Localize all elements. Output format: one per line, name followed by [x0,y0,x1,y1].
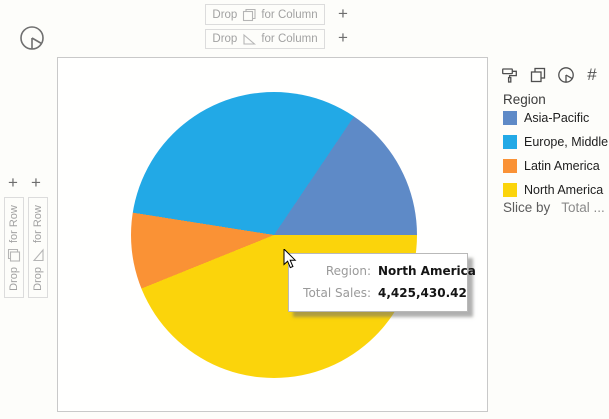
tooltip-value: North America [378,264,476,278]
tooltip-value: 4,425,430.42 [378,286,467,300]
tooltip-row: Region: North America [295,263,476,280]
tooltip-row: Total Sales: 4,425,430.42 [295,285,467,302]
chart-toolbar: # [501,66,599,84]
pie-chart-icon[interactable] [557,66,575,84]
legend-label: North America [524,183,604,197]
legend-item[interactable]: Latin America [503,159,609,173]
legend-label: Europe, Middle ... [524,135,609,149]
drop-zone-text: Drop [212,8,238,21]
format-painter-icon[interactable] [501,66,519,84]
legend-swatch [503,135,517,149]
number-sign-icon[interactable]: # [587,65,597,84]
drop-zone-column-dimension[interactable]: Drop for Column [205,4,325,25]
slice-by-selector[interactable]: Slice by Total ... [503,200,605,215]
legend-swatch [503,159,517,173]
pie-chart[interactable] [131,92,417,378]
legend-item[interactable]: North America [503,183,609,197]
drop-zone-row-dimension[interactable]: Drop for Row [4,197,24,298]
drop-zone-text: for Row [32,204,44,243]
triangle-icon [242,32,257,46]
triangle-icon [31,247,45,262]
tooltip-label: Total Sales: [303,286,371,300]
add-column-field-button[interactable]: + [338,4,348,23]
legend-title: Region [503,92,546,107]
legend-item[interactable]: Europe, Middle ... [503,135,609,149]
slice-by-label: Slice by [503,200,551,215]
legend-item[interactable]: Asia-Pacific [503,111,609,125]
drop-zone-column-measure[interactable]: Drop for Column [205,29,325,49]
copy-icon[interactable] [529,66,547,84]
add-column-field-button[interactable]: + [338,28,348,47]
drop-zone-text: Drop [8,266,20,291]
tooltip-label: Region: [325,264,371,278]
legend-swatch [503,111,517,125]
drop-zone-text: Drop [32,266,44,291]
square-stack-icon [242,8,256,22]
square-stack-icon [7,247,21,262]
legend-swatch [503,183,517,197]
chart-legend: Asia-Pacific Europe, Middle ... Latin Am… [503,111,609,207]
add-row-field-button[interactable]: + [31,173,41,192]
drop-zone-text: for Column [261,33,318,45]
legend-label: Asia-Pacific [524,111,590,125]
drop-zone-row-measure[interactable]: Drop for Row [28,197,48,298]
mouse-cursor [283,249,298,270]
add-row-field-button[interactable]: + [8,173,18,192]
legend-label: Latin America [524,159,600,173]
chart-canvas [57,57,488,412]
slice-by-field: Total ... [561,200,605,215]
chart-tooltip: Region: North America Total Sales: 4,425… [288,253,476,312]
drop-zone-text: Drop [212,33,238,45]
drop-zone-text: for Row [8,204,20,243]
pie-chart-logo-icon [18,24,46,52]
drop-zone-text: for Column [261,8,318,21]
